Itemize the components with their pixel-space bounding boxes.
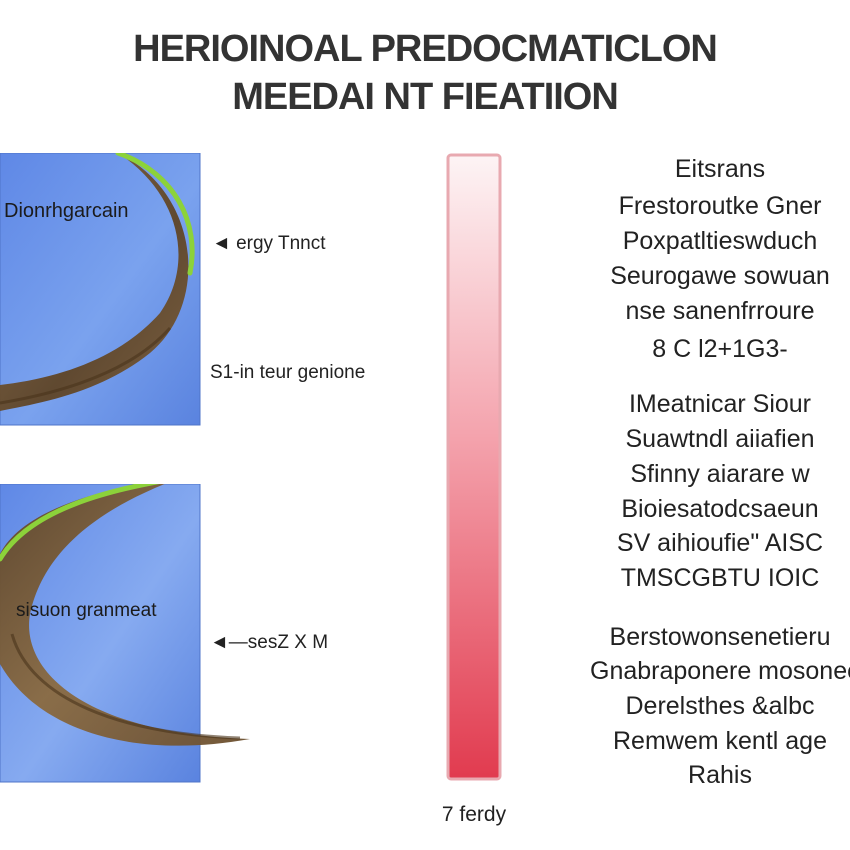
hair-strand-illustration-1	[0, 153, 201, 426]
sidebar-group1-line: 8 C l2+1G3-	[652, 335, 788, 363]
title-line-1: HERIOINOAL PREDOCMATICLON	[133, 28, 718, 70]
sidebar-group3-line: Derelsthes &albc	[625, 692, 815, 720]
panel-1-note: S1-in teur genione	[210, 362, 366, 383]
sidebar-group3-line: Rahis	[688, 761, 752, 789]
sidebar-group1-line: Seurogawe sowuan	[610, 262, 830, 290]
sidebar-group2-line: Bioiesatodcsaeun	[621, 495, 819, 523]
panel-2-arrow-label: ◄—sesZ X M	[210, 632, 329, 653]
scale-label: 7 ferdy	[441, 803, 507, 826]
sidebar-group1-line: nse sanenfrroure	[625, 297, 815, 325]
title-line-2: MEEDAI NT FIEATIION	[232, 76, 619, 118]
sidebar-group3-line: Remwem kentl age	[613, 727, 827, 755]
hair-panel-1: Dionrhgarcain	[0, 153, 205, 426]
sidebar-group2-line: Sfinny aiarare w	[630, 460, 810, 488]
hair-strand-illustration-2	[0, 484, 250, 783]
sidebar-group1-line: Frestoroutke Gner	[618, 192, 822, 220]
color-scale-bar	[446, 153, 502, 786]
sidebar-group3-line: Berstowonsenetieru	[609, 623, 831, 651]
sidebar-group3-line: Gnabraponere mosonec	[590, 657, 850, 685]
panel-1-arrow-label: ◄ ergy Tnnct	[212, 233, 326, 254]
panel-2-label: sisuon granmeat	[16, 600, 157, 621]
sidebar-group2-line: TMSCGBTU IOIC	[620, 564, 820, 592]
sidebar-group1-line: Poxpatltieswduch	[622, 227, 818, 255]
gradient-bar	[446, 153, 502, 781]
hair-panel-2: sisuon granmeat	[0, 484, 260, 784]
sidebar-group2-line: SV aihioufie" AISC	[616, 529, 824, 557]
panel-1-label: Dionrhgarcain	[4, 200, 129, 222]
sidebar-group2-line: IMeatnicar Siour	[628, 390, 812, 418]
sidebar-group1-line: Eitsrans	[674, 155, 766, 183]
sidebar-group2-line: Suawtndl aiiafien	[625, 425, 815, 453]
